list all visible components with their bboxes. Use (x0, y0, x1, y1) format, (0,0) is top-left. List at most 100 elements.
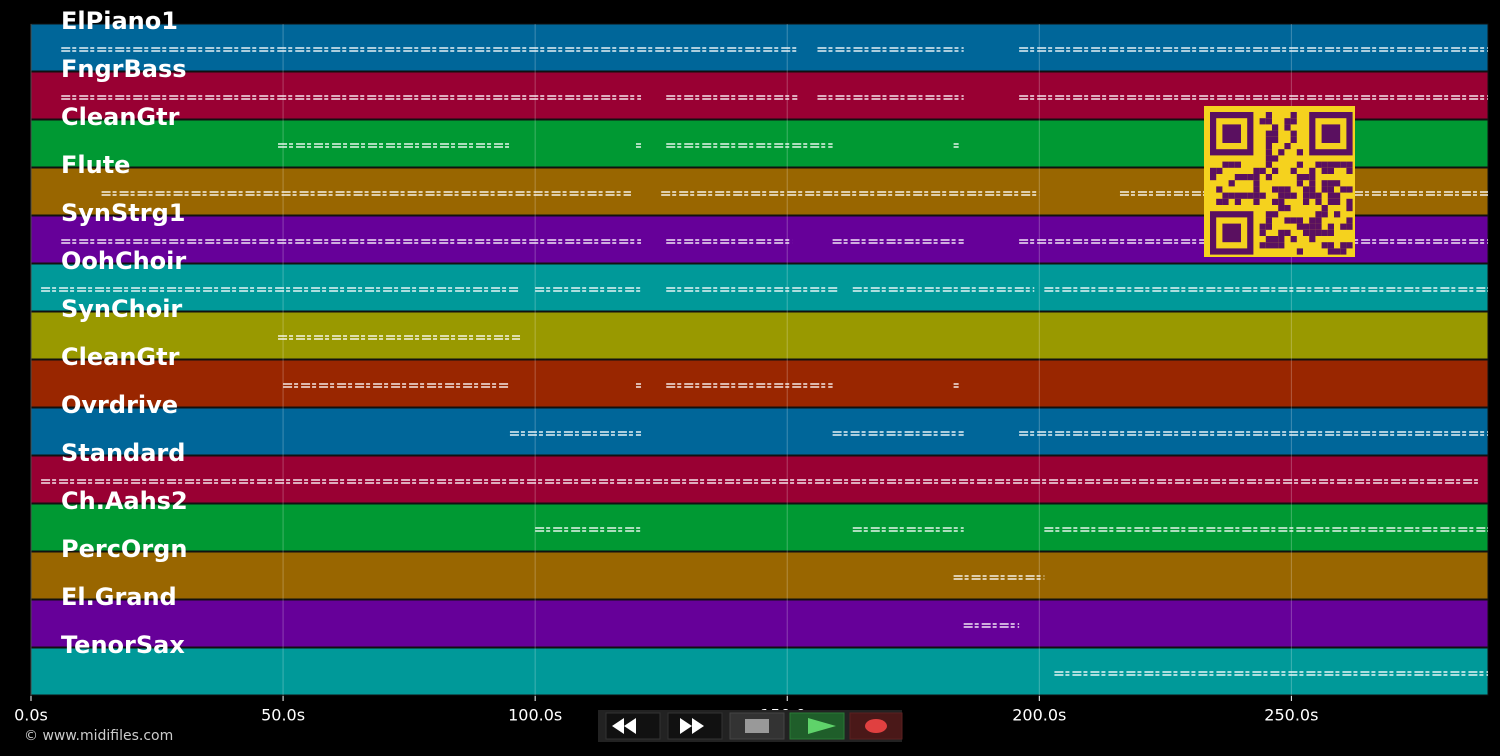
qr-module (1327, 167, 1334, 174)
qr-module (1321, 229, 1328, 236)
qr-module (1321, 186, 1328, 193)
qr-module (1247, 192, 1254, 199)
qr-module (1228, 192, 1235, 199)
note-segment (278, 143, 510, 148)
qr-module (1346, 186, 1353, 193)
track-name: Standard (61, 439, 185, 467)
qr-module (1309, 186, 1316, 193)
note-segment (283, 383, 510, 388)
note-segment (666, 95, 798, 100)
track-row (30, 599, 1489, 648)
qr-module (1309, 236, 1316, 243)
qr-module (1228, 161, 1235, 168)
record-button[interactable] (849, 712, 903, 740)
x-tick-label: 50.0s (261, 706, 305, 725)
qr-module (1290, 112, 1297, 119)
track-row (30, 407, 1489, 456)
qr-module (1327, 192, 1334, 199)
qr-finder (1321, 124, 1341, 143)
qr-module (1284, 229, 1291, 236)
qr-module (1296, 248, 1303, 255)
stop-button[interactable] (729, 712, 785, 740)
qr-module (1346, 161, 1353, 168)
note-segment (41, 287, 521, 292)
qr-module (1253, 198, 1260, 205)
qr-module (1272, 242, 1279, 249)
qr-module (1296, 217, 1303, 224)
qr-module (1265, 242, 1272, 249)
qr-module (1321, 205, 1328, 212)
qr-module (1284, 143, 1291, 150)
qr-module (1315, 229, 1322, 236)
qr-module (1265, 112, 1272, 119)
qr-module (1265, 143, 1272, 150)
qr-module (1278, 229, 1285, 236)
qr-module (1228, 180, 1235, 187)
track-name: El.Grand (61, 583, 177, 611)
qr-module (1284, 118, 1291, 125)
qr-module (1253, 186, 1260, 193)
qr-module (1290, 192, 1297, 199)
note-segment (61, 239, 642, 244)
qr-module (1327, 161, 1334, 168)
qr-module (1334, 198, 1341, 205)
qr-module (1222, 198, 1229, 205)
qr-module (1265, 223, 1272, 230)
qr-module (1272, 155, 1279, 162)
qr-module (1346, 167, 1353, 174)
note-segment (1044, 287, 1488, 292)
forward-button[interactable] (667, 712, 723, 740)
qr-module (1272, 136, 1279, 143)
qr-module (1272, 130, 1279, 137)
track-name: TenorSax (61, 631, 185, 659)
qr-module (1290, 130, 1297, 137)
qr-module (1321, 180, 1328, 187)
qr-module (1284, 205, 1291, 212)
qr-module (1278, 205, 1285, 212)
track-row (30, 551, 1489, 600)
qr-module (1309, 174, 1316, 181)
qr-module (1303, 192, 1310, 199)
qr-module (1296, 180, 1303, 187)
note-segment (1019, 95, 1488, 100)
note-segment (666, 239, 793, 244)
qr-module (1234, 192, 1241, 199)
qr-module (1265, 236, 1272, 243)
note-segment (832, 239, 964, 244)
qr-module (1272, 124, 1279, 131)
qr-module (1334, 248, 1341, 255)
qr-module (1210, 167, 1217, 174)
track-name: PercOrgn (61, 535, 187, 563)
qr-module (1327, 198, 1334, 205)
qr-module (1303, 186, 1310, 193)
qr-module (1296, 161, 1303, 168)
track-name: SynStrg1 (61, 199, 186, 227)
qr-module (1259, 229, 1266, 236)
track-name: CleanGtr (61, 343, 180, 371)
note-segment (666, 383, 833, 388)
note-segment (852, 527, 964, 532)
qr-module (1265, 118, 1272, 125)
rewind-button[interactable] (605, 712, 661, 740)
track-name: FngrBass (61, 55, 187, 83)
qr-module (1265, 155, 1272, 162)
grid (30, 24, 1292, 701)
play-button[interactable] (789, 712, 845, 740)
qr-module (1278, 198, 1285, 205)
note-segment (1054, 671, 1488, 676)
qr-module (1303, 174, 1310, 181)
qr-module (1346, 205, 1353, 212)
qr-module (1346, 242, 1353, 249)
note-segment (61, 95, 642, 100)
qr-module (1210, 174, 1217, 181)
note-segment (1044, 527, 1488, 532)
qr-module (1284, 186, 1291, 193)
track-name: ElPiano1 (61, 7, 178, 35)
qr-module (1284, 192, 1291, 199)
note-segment (953, 383, 959, 388)
qr-module (1315, 211, 1322, 218)
qr-module (1315, 223, 1322, 230)
qr-module (1259, 242, 1266, 249)
